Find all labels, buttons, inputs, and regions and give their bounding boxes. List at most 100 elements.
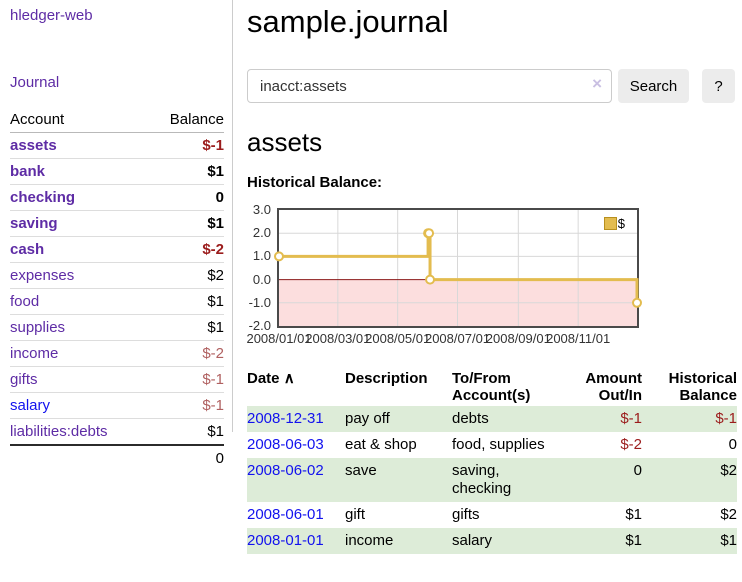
account-balance: $1: [147, 210, 224, 237]
register-header-amount: Amount Out/In: [585, 370, 642, 404]
register-date-link[interactable]: 2008-12-31: [247, 410, 324, 427]
register-row: 2008-06-03 eat & shop food, supplies $-2 0: [247, 432, 737, 458]
search-form: × Search ?: [247, 69, 738, 103]
y-tick-label: 0.0: [252, 271, 271, 287]
chart-canvas: [274, 210, 642, 326]
register-date-link[interactable]: 2008-06-01: [247, 506, 324, 523]
register-date-link[interactable]: 2008-06-02: [247, 462, 324, 479]
legend-swatch-icon: [603, 217, 617, 230]
account-cell: salary: [10, 392, 148, 419]
account-cell: checking: [10, 184, 148, 211]
register-balance: $2: [720, 462, 737, 479]
x-tick-label: 2008/01/01: [246, 331, 312, 346]
account-link[interactable]: saving: [10, 215, 58, 232]
sidebar: hledger-web Journal Account Balance asse…: [0, 0, 232, 471]
register-header-row: Date ∧ Description To/From Account(s) Am…: [247, 368, 737, 406]
sidebar-item-journal[interactable]: Journal: [10, 74, 60, 91]
register-date-link[interactable]: 2008-01-01: [247, 532, 324, 549]
account-link[interactable]: assets: [10, 137, 57, 154]
accounts-total-spacer: [10, 444, 148, 471]
account-link[interactable]: liabilities:debts: [10, 423, 108, 440]
account-balance: $1: [147, 314, 224, 341]
register-row: 2008-01-01 income salary $1 $1: [247, 528, 737, 554]
account-row: liabilities:debts $1: [10, 418, 224, 446]
account-cell: income: [10, 340, 148, 367]
chart-plot-area: $: [274, 208, 642, 328]
account-row: saving $1: [10, 210, 224, 237]
register-date-cell: 2008-01-01: [247, 528, 345, 554]
account-cell: bank: [10, 158, 148, 185]
account-row: supplies $1: [10, 314, 224, 341]
register-description: eat & shop: [345, 436, 417, 453]
register-amount: $1: [625, 532, 642, 549]
account-balance: $-1: [147, 392, 224, 419]
account-row: cash $-2: [10, 236, 224, 263]
account-cell: cash: [10, 236, 148, 263]
account-balance: $2: [147, 262, 224, 289]
register-header-accounts: To/From Account(s): [452, 370, 531, 404]
account-link[interactable]: salary: [10, 397, 51, 414]
register-amount: $-1: [620, 410, 642, 427]
account-balance: $1: [147, 418, 224, 446]
account-cell: expenses: [10, 262, 148, 289]
date-header-label: Date: [247, 370, 280, 387]
register-accounts: saving, checking: [452, 462, 512, 497]
account-row: gifts $-1: [10, 366, 224, 393]
account-balance: 0: [147, 184, 224, 211]
register-table-body: 2008-12-31 pay off debts $-1 $-1 2008-06-03 ea…: [247, 406, 737, 554]
account-link[interactable]: cash: [10, 241, 45, 258]
chart-y-axis: 3.0 2.0 1.0 0.0 -1.0 -2.0: [247, 202, 277, 333]
accounts-header-row: Account Balance: [10, 108, 224, 133]
account-balance: $1: [147, 288, 224, 315]
search-button[interactable]: Search: [618, 69, 689, 103]
account-link[interactable]: supplies: [10, 319, 66, 336]
account-cell: liabilities:debts: [10, 418, 148, 446]
register-row: 2008-06-01 gift gifts $1 $2: [247, 502, 737, 528]
account-balance: $-1: [147, 366, 224, 393]
accounts-table-body: assets $-1 bank $1 checking 0 saving $1 cash $-2 e…: [10, 132, 224, 446]
brand-link[interactable]: hledger-web: [10, 7, 93, 24]
account-row: checking 0: [10, 184, 224, 211]
x-tick-label: 2008/03/01: [305, 331, 371, 346]
help-button[interactable]: ?: [702, 69, 735, 103]
register-date-cell: 2008-06-02: [247, 458, 345, 502]
account-cell: saving: [10, 210, 148, 237]
clear-search-icon[interactable]: ×: [592, 74, 602, 93]
page-title: sample.journal: [247, 4, 449, 39]
account-link[interactable]: food: [10, 293, 40, 310]
account-cell: supplies: [10, 314, 148, 341]
register-balance: $-1: [715, 410, 737, 427]
account-link[interactable]: gifts: [10, 371, 38, 388]
chart-x-axis: 2008/01/01 2008/03/01 2008/05/01 2008/07/01…: [246, 328, 639, 348]
register-date-cell: 2008-12-31: [247, 406, 345, 432]
account-balance: $1: [147, 158, 224, 185]
main-content: sample.journal × Search ? assets Histori…: [246, 0, 738, 554]
accounts-header-balance: Balance: [147, 108, 224, 133]
register-amount: $1: [625, 506, 642, 523]
account-link[interactable]: bank: [10, 163, 46, 180]
register-amount: $-2: [620, 436, 642, 453]
accounts-table: Account Balance assets $-1 bank $1 checking 0…: [10, 108, 224, 471]
register-description: income: [345, 532, 394, 549]
register-accounts: salary: [452, 532, 493, 549]
sort-ascending-icon: ∧: [283, 370, 295, 387]
register-date-link[interactable]: 2008-06-03: [247, 436, 324, 453]
register-header-description: Description: [345, 370, 428, 387]
search-input[interactable]: [247, 69, 612, 103]
account-row: bank $1: [10, 158, 224, 185]
account-link[interactable]: expenses: [10, 267, 75, 284]
register-header-date[interactable]: Date ∧: [247, 368, 345, 406]
register-row: 2008-06-02 save saving, checking 0 $2: [247, 458, 737, 502]
account-row: expenses $2: [10, 262, 224, 289]
register-date-cell: 2008-06-03: [247, 432, 345, 458]
y-tick-label: -1.0: [248, 294, 271, 310]
sidebar-divider: [232, 0, 233, 432]
account-link[interactable]: checking: [10, 189, 76, 206]
legend-label: $: [617, 216, 625, 231]
register-amount: 0: [633, 462, 642, 479]
account-balance: $-1: [147, 132, 224, 159]
register-description: gift: [345, 506, 366, 523]
account-balance: $-2: [147, 236, 224, 263]
account-cell: food: [10, 288, 148, 315]
account-link[interactable]: income: [10, 345, 59, 362]
